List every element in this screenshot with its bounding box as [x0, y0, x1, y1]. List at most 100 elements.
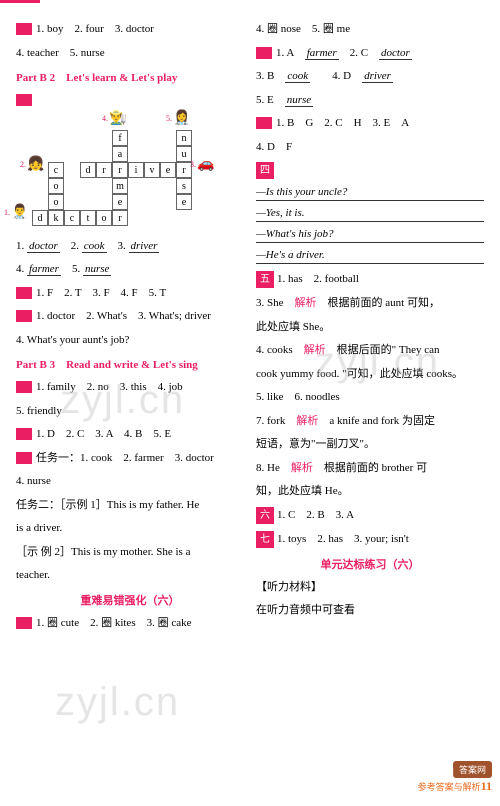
- crossword-cell: s: [176, 178, 192, 194]
- crossword-num: 3.: [190, 160, 196, 169]
- text-line: 任务二：［示例 1］This is my father. He: [16, 497, 244, 514]
- crossword-icon: 👧: [26, 156, 46, 176]
- text-line: 4. cooks 解析 根据后面的" They can: [256, 342, 484, 359]
- marker-icon: [16, 287, 32, 299]
- text-line: 7. fork 解析 a knife and fork 为固定: [256, 413, 484, 430]
- marker-line: 四: [256, 162, 484, 179]
- text-line: 4. farmer 5. nurse: [16, 261, 244, 278]
- text-line: 8. He 解析 根据前面的 brother 可: [256, 460, 484, 477]
- footer-label: 参考答案与解析: [418, 782, 481, 792]
- answer: farmer: [27, 263, 61, 276]
- text-line: 1. A farmer 2. C doctor: [256, 45, 484, 62]
- crossword-cell: a: [112, 146, 128, 162]
- text-line: 在听力音频中可查看: [256, 602, 484, 619]
- text-line: 短语，意为"一副刀叉"。: [256, 436, 484, 453]
- crossword-cell: e: [176, 194, 192, 210]
- content: 根据前面的 aunt 可知，: [328, 297, 440, 309]
- answer: farmer: [305, 47, 339, 60]
- footer-badge: 答案网: [453, 761, 492, 778]
- text-line: 1. family 2. no 3. this 4. job: [16, 379, 244, 396]
- marker-icon: [16, 617, 32, 629]
- text-line: 【听力材料】: [256, 579, 484, 596]
- crossword-cell: c: [48, 162, 64, 178]
- text-line: 3. She 解析 根据前面的 aunt 可知，: [256, 295, 484, 312]
- text-line: cook yummy food. "可知，此处应填 cooks。: [256, 366, 484, 383]
- text-line: 4. What's your aunt's job?: [16, 332, 244, 349]
- answer: doctor: [27, 240, 60, 253]
- text-line: 1. boy 2. four 3. doctor: [16, 21, 244, 38]
- mxeq-watermark: MXEQ.COM: [391, 767, 455, 778]
- marker-line: [16, 92, 244, 109]
- text-line: 4. teacher 5. nurse: [16, 45, 244, 62]
- text-line: 1. 圈 cute 2. 圈 kites 3. 圈 cake: [16, 615, 244, 632]
- section-header: Part B 3 Read and write & Let's sing: [16, 356, 244, 372]
- text-line: 此处应填 She。: [256, 319, 484, 336]
- section-header: 单元达标练习（六）: [256, 556, 484, 572]
- crossword-cell: t: [80, 210, 96, 226]
- crossword-cell: f: [112, 130, 128, 146]
- crossword-cell: r: [96, 162, 112, 178]
- marker-icon: [16, 310, 32, 322]
- crossword-num: 1.: [4, 208, 10, 217]
- content: a knife and fork 为固定: [329, 415, 435, 427]
- crossword-cell: r: [112, 162, 128, 178]
- crossword-cell: d: [32, 210, 48, 226]
- content: 1. F 2. T 3. F 4. F 5. T: [36, 287, 166, 299]
- text-line: 5. like 6. noodles: [256, 389, 484, 406]
- crossword-cell: o: [96, 210, 112, 226]
- answer: doctor: [379, 47, 412, 60]
- crossword-cell: m: [112, 178, 128, 194]
- analysis-label: 解析: [296, 415, 318, 427]
- content: 1. doctor 2. What's 3. What's; driver: [36, 310, 211, 322]
- cn-marker-icon: 七: [256, 531, 274, 548]
- text-line: 4. D F: [256, 139, 484, 156]
- crossword-cell: o: [48, 178, 64, 194]
- crossword-icon: 👩‍⚕️: [172, 110, 192, 130]
- crossword-num: 2.: [20, 160, 26, 169]
- marker-icon: [16, 428, 32, 440]
- crossword-icon: 👨‍🌾: [108, 110, 128, 130]
- content: 根据前面的 brother 可: [324, 462, 427, 474]
- crossword-icon: 👨‍⚕️: [10, 204, 30, 224]
- content: 1. toys 2. has 3. your; isn't: [277, 533, 409, 545]
- text-line: 1. D 2. C 3. A 4. B 5. E: [16, 426, 244, 443]
- content: 1. 圈 cute 2. 圈 kites 3. 圈 cake: [36, 617, 192, 629]
- marker-icon: [16, 23, 32, 35]
- answer: nurse: [83, 263, 111, 276]
- text-line: 1. F 2. T 3. F 4. F 5. T: [16, 285, 244, 302]
- crossword-cell: e: [160, 162, 176, 178]
- left-column: 1. boy 2. four 3. doctor 4. teacher 5. n…: [10, 14, 250, 798]
- crossword-cell: n: [176, 130, 192, 146]
- crossword-num: 4.: [102, 114, 108, 123]
- handwriting-line: —Yes, it is.: [256, 207, 484, 222]
- crossword-cell: c: [64, 210, 80, 226]
- crossword-cell: i: [128, 162, 144, 178]
- content: 7. fork: [256, 415, 285, 427]
- crossword-puzzle: farmernursedrivecookdcto👨‍🌾4.👩‍⚕️5.👧2.🚗3…: [16, 116, 244, 231]
- cn-marker-icon: 五: [256, 271, 274, 288]
- content: 8. He: [256, 462, 280, 474]
- content: 1. B G 2. C H 3. E A: [276, 117, 409, 129]
- content: 2. C: [350, 47, 368, 59]
- crossword-cell: r: [112, 210, 128, 226]
- content: 1. D 2. C 3. A 4. B 5. E: [36, 428, 171, 440]
- content: 3. She: [256, 297, 284, 309]
- crossword-cell: o: [48, 194, 64, 210]
- text-line: 3. B cook 4. D driver: [256, 68, 484, 85]
- section-header: 重难易错强化（六）: [16, 592, 244, 608]
- content: 根据后面的" They can: [337, 344, 440, 356]
- content: 1. C 2. B 3. A: [277, 509, 354, 521]
- text-line: 4. nurse: [16, 473, 244, 490]
- marker-icon: [16, 381, 32, 393]
- text-line: 五1. has 2. football: [256, 271, 484, 288]
- right-column: 4. 圈 nose 5. 圈 me 1. A farmer 2. C docto…: [250, 14, 490, 798]
- marker-icon: [16, 94, 32, 106]
- text-line: 1. doctor 2. What's 3. What's; driver: [16, 308, 244, 325]
- text-line: 4. 圈 nose 5. 圈 me: [256, 21, 484, 38]
- content: 3. B: [256, 70, 274, 82]
- text-line: 知，此处应填 He。: [256, 483, 484, 500]
- answer: nurse: [285, 94, 313, 107]
- text-line: teacher.: [16, 567, 244, 584]
- section-header: Part B 2 Let's learn & Let's play: [16, 69, 244, 85]
- analysis-label: 解析: [304, 344, 326, 356]
